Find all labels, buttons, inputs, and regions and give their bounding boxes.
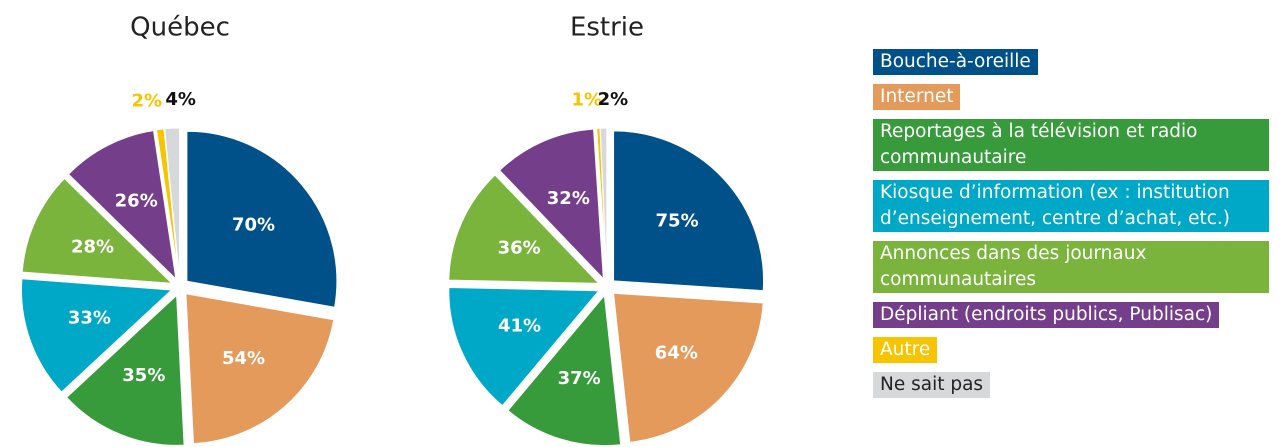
pie-slice [185,293,335,445]
value-label: 1% [572,89,603,110]
value-label: 64% [655,342,698,363]
pie-slice [21,278,173,393]
value-label: 37% [558,368,601,389]
value-label: 75% [656,210,699,231]
pie-slice [67,130,177,281]
value-label: 36% [498,237,541,258]
pie-slice [612,292,764,443]
legend-item: Bouche-à-oreille [873,49,1038,75]
pie-slice [498,128,604,281]
chart-title: Estrie [570,13,644,43]
legend-item: Reportages à la télévision et radio comm… [873,119,1269,171]
value-label: 32% [547,188,590,209]
pie-slice [164,127,181,279]
legend-item: Ne sait pas [873,372,991,398]
pie-slice [599,127,608,279]
legend-item: Internet [873,84,961,110]
value-label: 2% [598,89,629,110]
pie-slice [21,177,174,284]
legend-item: Autre [873,337,938,363]
value-label: 33% [68,308,111,329]
value-label: 2% [131,90,162,111]
pie-slice [155,128,180,279]
value-label: 70% [232,214,275,235]
pie-slice [186,130,338,308]
pie-slice [448,286,600,407]
value-label: 4% [165,89,196,110]
legend: Bouche-à-oreille Internet Reportages à la … [873,49,1269,407]
value-label: 35% [122,365,165,386]
value-label: 41% [498,316,541,337]
chart-title: Québec [130,13,230,43]
legend-item: Dépliant (endroits publics, Publisac) [873,302,1220,328]
legend-item: Annonces dans des journaux communautaire… [873,241,1269,293]
legend-item: Kiosque d’information (ex : institution … [873,180,1269,232]
pie-slice [65,294,185,446]
value-label: 28% [71,237,114,258]
value-label: 54% [222,348,265,369]
value-label: 26% [115,191,158,212]
pie-slice [507,294,622,447]
pie-slice [448,174,600,284]
pie-slice [613,130,765,292]
